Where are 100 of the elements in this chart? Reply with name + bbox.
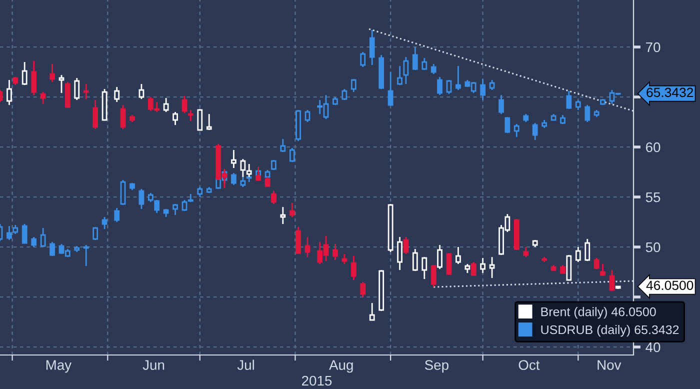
candlestick [289,147,295,163]
candlestick [102,216,108,230]
candlestick [163,97,169,113]
candlestick [6,79,12,106]
candlestick [397,236,402,271]
candlestick [584,104,590,123]
candlestick [489,256,495,279]
x-tick-label: Sep [424,360,448,373]
candlestick [489,79,495,91]
candlestick [422,256,428,280]
candlestick [575,99,581,111]
candlestick [31,60,37,96]
candlestick [271,159,276,171]
candlestick [74,77,80,101]
candlestick [304,109,310,123]
y-tick-label: 60 [646,142,660,152]
candlestick [64,81,70,109]
candlestick [369,302,375,321]
y-tick-label: 70 [646,42,660,52]
candlestick [504,116,510,134]
candlestick [437,244,442,270]
legend-label: USDRUB (daily) 65.3432 [541,325,679,337]
candlestick [342,253,348,265]
candlestick [280,206,286,225]
x-tick-label: Jul [237,360,254,370]
x-tick-label: Jun [142,360,164,370]
candlestick [594,257,600,270]
candlestick [289,202,295,218]
candlestick [498,94,504,115]
candlestick [514,123,520,138]
candlestick [342,88,348,101]
candlestick [523,246,529,258]
candlestick [584,238,590,262]
candlestick [197,108,203,131]
candlestick [58,74,64,94]
candlestick [560,264,566,275]
candlestick [560,114,566,125]
candlestick [480,78,486,101]
candlestick [412,248,418,272]
candlestick [148,192,154,203]
candlestick [470,261,476,277]
text: 46.0500 [646,280,694,290]
candlestick [430,63,436,75]
y-tick-label: 55 [646,192,660,202]
candlestick [172,203,178,216]
candlestick [271,190,276,205]
candlestick [31,236,37,248]
candlestick [332,243,338,261]
candlestick [138,83,144,100]
candlestick [154,199,160,214]
candlestick [388,71,394,106]
candlestick [437,76,442,96]
candlestick [430,264,436,288]
candlestick [12,224,18,235]
x-tick-label: Aug [329,360,353,373]
candlestick [120,179,126,206]
candlestick [575,246,581,263]
candlestick [50,63,55,83]
candlestick [188,109,194,122]
candlestick [231,172,236,186]
candlestick [6,225,12,241]
candlestick [566,90,572,110]
candlestick [296,226,301,255]
text: 65.3432 [646,88,694,98]
legend-label: Brent (daily) 46.0500 [541,307,656,319]
candlestick [456,246,461,265]
candlestick [422,57,428,71]
candlestick [172,111,178,126]
candlestick [609,269,615,292]
candlestick [138,188,144,210]
candlestick [403,236,409,255]
candlestick [182,199,188,212]
x-tick-label: Nov [598,360,622,370]
candlestick [403,56,409,85]
candlestick [350,255,356,281]
candlestick [114,207,120,223]
candlestick [120,104,126,130]
candlestick [350,78,356,93]
candlestick [50,241,55,257]
y-tick-label: 50 [646,242,660,252]
candlestick [206,113,212,131]
x-axis-title: 2015 [302,376,332,386]
candlestick [83,83,89,100]
candlestick [446,252,452,276]
candlestick [40,227,46,248]
candlestick [304,236,310,258]
y-tick-label: 40 [646,342,660,352]
candlestick [40,91,46,105]
candlestick [231,149,236,169]
candlestick [566,254,572,281]
candlestick [600,263,606,277]
candlestick [182,95,188,114]
candlestick [369,29,375,66]
candlestick [412,46,418,71]
candlestick [532,122,538,141]
candlestick [83,244,89,267]
candlestick [360,281,366,298]
candlestick [92,226,98,241]
x-tick-label: Oct [518,360,540,370]
candlestick [22,61,28,86]
